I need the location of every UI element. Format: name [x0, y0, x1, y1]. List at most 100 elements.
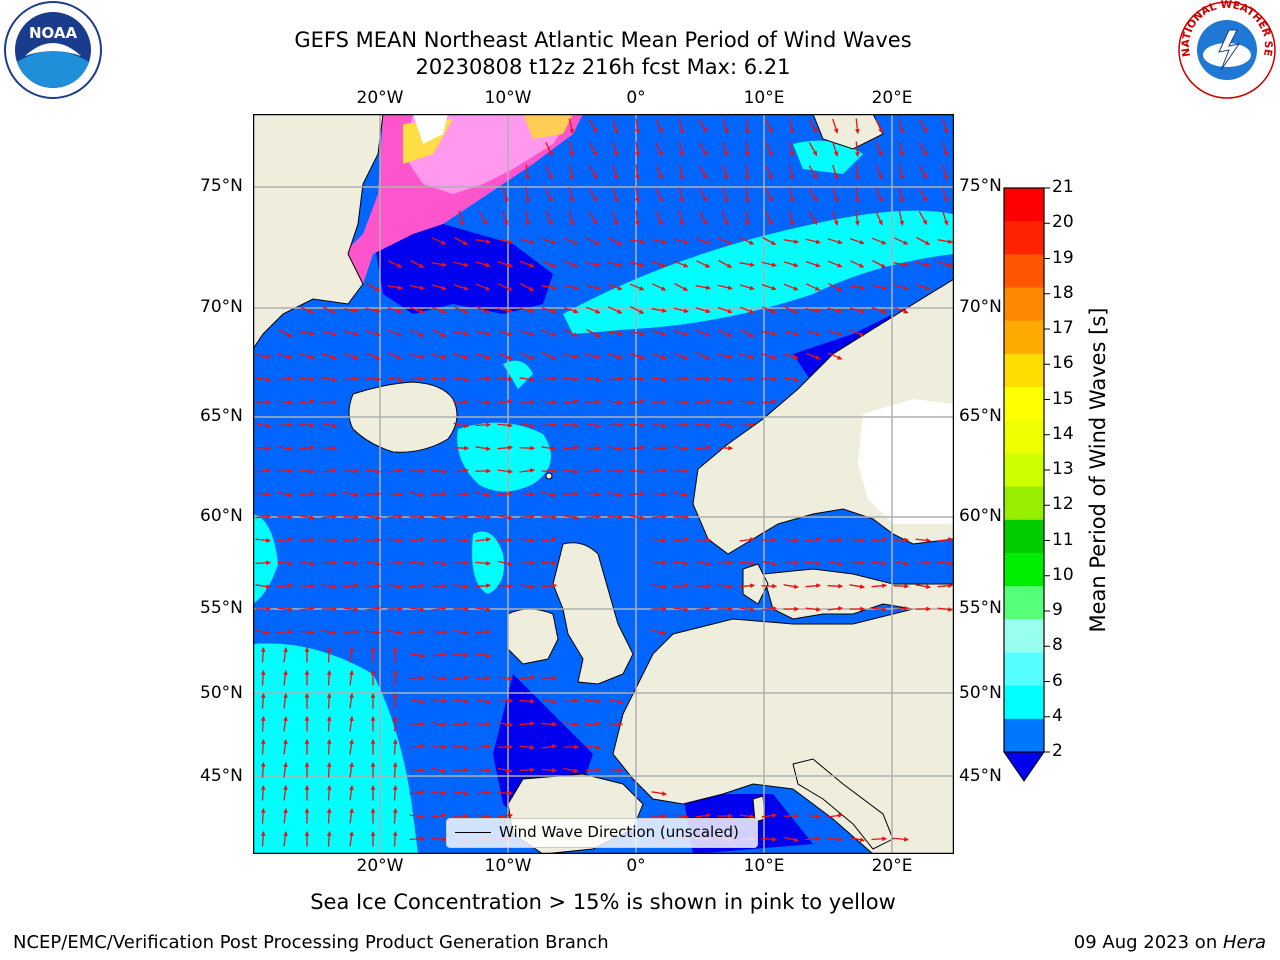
wave-direction-arrow [283, 716, 288, 732]
wave-direction-arrow [651, 399, 668, 405]
wave-direction-arrow [761, 560, 777, 567]
colorbar-tick-label: 18 [1052, 282, 1074, 303]
wave-direction-arrow [673, 260, 689, 268]
wave-direction-arrow [827, 352, 843, 360]
wave-direction-arrow [783, 606, 800, 612]
wave-direction-arrow [260, 761, 266, 778]
wave-direction-arrow [607, 422, 624, 428]
wave-direction-arrow [475, 721, 492, 727]
wave-direction-arrow [278, 328, 293, 338]
colorbar-cell [1004, 221, 1044, 255]
wave-direction-arrow [349, 693, 354, 709]
wave-direction-arrow [827, 238, 843, 245]
wave-direction-arrow [453, 445, 470, 451]
colorbar-cell [1004, 586, 1044, 620]
wave-direction-arrow [497, 767, 513, 774]
wave-direction-arrow [453, 422, 469, 429]
wave-direction-arrow [304, 669, 310, 686]
wave-direction-arrow [563, 329, 579, 337]
wave-direction-arrow [827, 583, 844, 589]
lat-label-50n: 50°N [200, 683, 243, 703]
wave-direction-arrow [387, 329, 403, 337]
wave-direction-arrow [343, 376, 360, 382]
wave-direction-arrow [409, 721, 426, 727]
wave-direction-arrow [409, 537, 425, 542]
wave-direction-arrow [585, 353, 601, 360]
wave-direction-arrow [698, 142, 708, 156]
wave-direction-arrow [629, 239, 645, 244]
wave-direction-arrow [321, 560, 338, 566]
wave-direction-arrow [832, 141, 839, 157]
wave-direction-arrow [651, 422, 667, 429]
wave-direction-arrow [541, 583, 558, 589]
wave-direction-arrow [453, 468, 469, 473]
wave-direction-arrow [431, 537, 448, 543]
wave-direction-arrow [326, 669, 332, 686]
wave-direction-arrow [942, 141, 949, 157]
wave-direction-arrow [475, 698, 491, 705]
wave-direction-arrow [541, 446, 557, 451]
wave-direction-arrow [453, 377, 469, 382]
wave-direction-arrow [937, 606, 953, 612]
wave-direction-arrow [541, 767, 558, 773]
wave-direction-arrow [585, 377, 601, 382]
wave-direction-arrow [304, 761, 310, 778]
wave-direction-arrow [475, 560, 492, 566]
wave-direction-arrow [854, 141, 860, 158]
wave-direction-arrow [283, 785, 288, 801]
wave-direction-arrow [651, 308, 667, 313]
footer-date-text: 09 Aug 2023 on [1073, 932, 1223, 953]
lon-label-0: 0° [626, 856, 646, 876]
wave-direction-arrow [871, 560, 888, 566]
wave-direction-arrow [761, 836, 778, 842]
wave-direction-arrow [453, 283, 469, 291]
wave-direction-arrow [365, 468, 381, 474]
wave-direction-arrow [387, 468, 403, 473]
wave-direction-arrow [255, 399, 272, 405]
wave-direction-arrow [277, 606, 293, 612]
wave-direction-arrow [937, 239, 953, 244]
wave-direction-arrow [326, 761, 332, 778]
wave-direction-arrow [431, 560, 447, 567]
wave-direction-arrow [788, 164, 795, 180]
colorbar-tick-label: 8 [1052, 635, 1063, 656]
wave-direction-arrow [893, 237, 909, 245]
wave-direction-arrow [893, 560, 909, 567]
wave-direction-arrow [762, 236, 777, 246]
wave-direction-arrow [519, 445, 536, 451]
wave-direction-arrow [783, 283, 799, 291]
wave-direction-arrow [695, 329, 711, 337]
colorbar-cell [1004, 486, 1044, 521]
lat-label-55n: 55°N [200, 598, 243, 618]
wave-direction-arrow [673, 537, 689, 542]
wave-direction-arrow [304, 830, 310, 847]
wave-direction-arrow [612, 164, 619, 180]
wave-direction-arrow [761, 376, 778, 382]
colorbar-tick-label: 2 [1052, 741, 1063, 761]
wave-direction-arrow [564, 259, 579, 269]
lat-label-60n-right: 60°N [959, 506, 1002, 526]
masked-land [858, 399, 954, 524]
wave-direction-arrow [365, 583, 382, 589]
wave-direction-arrow [805, 238, 821, 245]
wave-direction-arrow [366, 282, 381, 292]
lon-label-20e-top: 20°E [871, 88, 913, 108]
wave-direction-arrow [409, 284, 425, 291]
wave-direction-arrow [827, 606, 843, 611]
wave-direction-arrow [519, 675, 535, 680]
wave-direction-arrow [937, 583, 954, 589]
wave-direction-arrow [365, 376, 382, 382]
colorbar-tick-label: 19 [1052, 247, 1074, 268]
wave-direction-arrow [698, 119, 708, 133]
wave-direction-arrow [585, 744, 601, 750]
colorbar-tick-label: 11 [1052, 529, 1074, 550]
wave-direction-arrow [321, 584, 337, 589]
colorbar-cell [1004, 188, 1044, 222]
wave-direction-arrow [898, 118, 905, 134]
wave-direction-arrow [370, 646, 376, 663]
wave-direction-arrow [541, 698, 557, 705]
wave-direction-arrow [387, 584, 403, 589]
wave-direction-arrow [634, 141, 640, 158]
wave-direction-arrow [255, 629, 271, 636]
wave-direction-arrow [475, 446, 491, 451]
